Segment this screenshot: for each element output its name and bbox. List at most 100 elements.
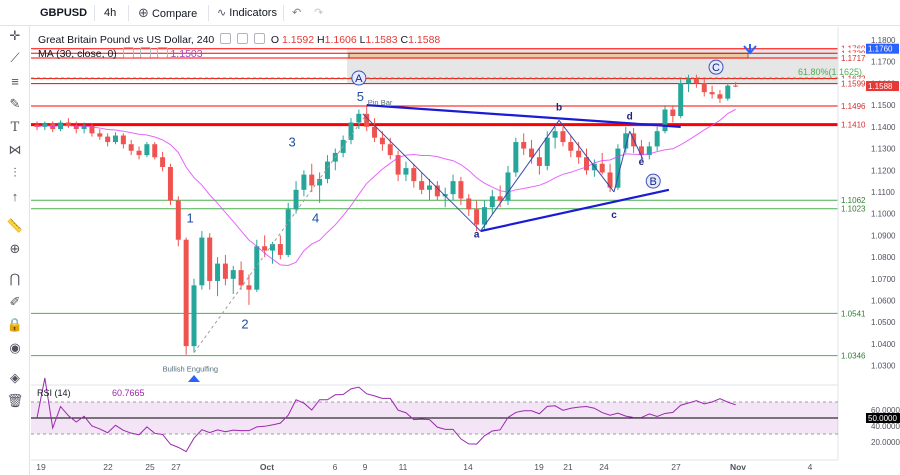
time-tick: 9 bbox=[363, 462, 368, 472]
wave-label: 2 bbox=[241, 317, 248, 332]
rsi-tick: 60.0000 bbox=[871, 406, 900, 415]
candle-body bbox=[128, 144, 134, 151]
price-tick: 1.0900 bbox=[871, 231, 896, 240]
wave-label: b bbox=[556, 103, 562, 114]
eye-icon[interactable]: ◉ bbox=[9, 340, 21, 355]
ruler-icon[interactable]: 📏 bbox=[6, 218, 24, 233]
fib-icon[interactable]: ≡ bbox=[11, 73, 19, 89]
price-tick: 1.1100 bbox=[871, 188, 895, 197]
candle-body bbox=[34, 124, 40, 127]
ma-label: MA (30, close, 0) bbox=[38, 48, 117, 60]
candle-body bbox=[497, 196, 503, 201]
pattern-icon[interactable]: ⋈ bbox=[8, 142, 22, 157]
interval-selector[interactable]: 4h bbox=[104, 7, 117, 19]
candle-body bbox=[222, 263, 228, 279]
rsi-value: 60.7665 bbox=[112, 388, 145, 398]
redo-icon[interactable]: ↷ bbox=[314, 7, 324, 19]
indicators-button[interactable]: ∿ Indicators bbox=[217, 4, 287, 22]
level-tag-bg bbox=[839, 53, 899, 64]
zoom-icon[interactable]: ⊕ bbox=[9, 241, 21, 256]
symbol-search[interactable]: GBPUSD bbox=[40, 7, 88, 19]
legend-settings-icon[interactable] bbox=[237, 33, 249, 44]
text-icon[interactable]: T bbox=[10, 119, 20, 135]
candle-body bbox=[623, 133, 629, 149]
candle-body bbox=[458, 181, 464, 199]
candle-body bbox=[584, 157, 589, 171]
candle-body bbox=[183, 239, 189, 347]
legend-open-value: 1.1592 bbox=[281, 34, 315, 46]
time-tick: 19 bbox=[36, 462, 46, 472]
candle-body bbox=[686, 79, 692, 84]
drawing-toolbar: ✛ ⟋ ≡ ✎ T ⋈ ⫶ ↑ 📏 ⊕ ⋂ ✐ 🔒 ◉ ◈ 🗑 bbox=[0, 26, 30, 475]
ma-eye-icon[interactable] bbox=[122, 47, 134, 58]
candle-body bbox=[167, 167, 173, 201]
stay-drawing-icon[interactable]: ✐ bbox=[9, 294, 21, 309]
candle-body bbox=[717, 94, 723, 99]
wave-label: 1 bbox=[186, 210, 193, 225]
legend-open-label: O bbox=[270, 34, 280, 46]
lock-icon[interactable]: 🔒 bbox=[6, 317, 24, 332]
legend-eye-icon[interactable] bbox=[220, 33, 232, 44]
toolbar-divider bbox=[208, 5, 209, 21]
toolbar-divider bbox=[128, 5, 129, 21]
candle-body bbox=[513, 142, 519, 173]
legend-close-icon[interactable] bbox=[254, 33, 266, 44]
candle-body bbox=[348, 122, 354, 140]
candle-body bbox=[81, 125, 87, 130]
rsi-mid-tag bbox=[866, 413, 900, 423]
candle-body bbox=[120, 135, 126, 145]
candle-body bbox=[521, 142, 527, 149]
candle-body bbox=[403, 168, 409, 175]
candle-body bbox=[175, 200, 181, 240]
level-tag: 1.1023 bbox=[841, 205, 866, 214]
candle-body bbox=[709, 92, 715, 95]
candle-body bbox=[693, 79, 699, 84]
candle-body bbox=[285, 209, 291, 255]
undo-icon[interactable]: ↶ bbox=[292, 7, 302, 19]
bullish-engulfing-annotation: Bullish Engulfing bbox=[163, 365, 218, 374]
candle-body bbox=[238, 270, 244, 286]
ma-close-icon[interactable] bbox=[156, 47, 168, 58]
trend-line-icon[interactable]: ⟋ bbox=[10, 50, 20, 65]
rsi-tick: 40.0000 bbox=[871, 422, 900, 431]
candle-body bbox=[207, 237, 213, 281]
candle-body bbox=[364, 113, 370, 127]
candle-body bbox=[379, 137, 385, 145]
pin-bar-annotation: Pin Bar bbox=[368, 98, 393, 107]
compare-button[interactable]: ⊕ Compare bbox=[138, 4, 218, 22]
candle-body bbox=[89, 125, 95, 134]
wave-label: 4 bbox=[312, 210, 319, 225]
level-tag: 1.0346 bbox=[841, 352, 866, 361]
candle-body bbox=[419, 181, 425, 190]
layers-icon[interactable]: ◈ bbox=[10, 370, 20, 385]
candle-body bbox=[65, 122, 71, 126]
wave-label: a bbox=[474, 230, 480, 241]
candle-body bbox=[434, 185, 440, 197]
candle-body bbox=[599, 163, 605, 173]
circled-wave-marker bbox=[645, 173, 661, 189]
wave-leg bbox=[480, 120, 560, 232]
candle-body bbox=[97, 133, 103, 137]
candle-body bbox=[638, 146, 644, 156]
candle-body bbox=[654, 131, 660, 147]
time-tick: 21 bbox=[563, 462, 573, 472]
price-tick: 1.0400 bbox=[871, 340, 896, 349]
brush-icon[interactable]: ✎ bbox=[9, 96, 21, 111]
level-tag: 1.1410 bbox=[841, 121, 866, 130]
candle-body bbox=[113, 135, 118, 143]
legend-high-value: 1.1606 bbox=[324, 34, 357, 46]
trash-icon[interactable]: 🗑 bbox=[6, 393, 24, 408]
candle-body bbox=[317, 178, 323, 186]
crosshair-icon[interactable]: ✛ bbox=[9, 28, 21, 43]
up-arrow-icon[interactable]: ↑ bbox=[11, 188, 19, 204]
magnet-icon[interactable]: ⋂ bbox=[9, 271, 21, 286]
candle-body bbox=[105, 136, 111, 143]
ma-settings-icon[interactable] bbox=[139, 47, 151, 58]
candle-body bbox=[301, 174, 307, 190]
candle-body bbox=[544, 137, 550, 166]
candle-body bbox=[427, 185, 432, 190]
legend-ma-row: MA (30, close, 0) 1.1503 bbox=[38, 47, 440, 61]
candle-body bbox=[191, 285, 197, 347]
prediction-icon[interactable]: ⫶ bbox=[13, 165, 17, 180]
